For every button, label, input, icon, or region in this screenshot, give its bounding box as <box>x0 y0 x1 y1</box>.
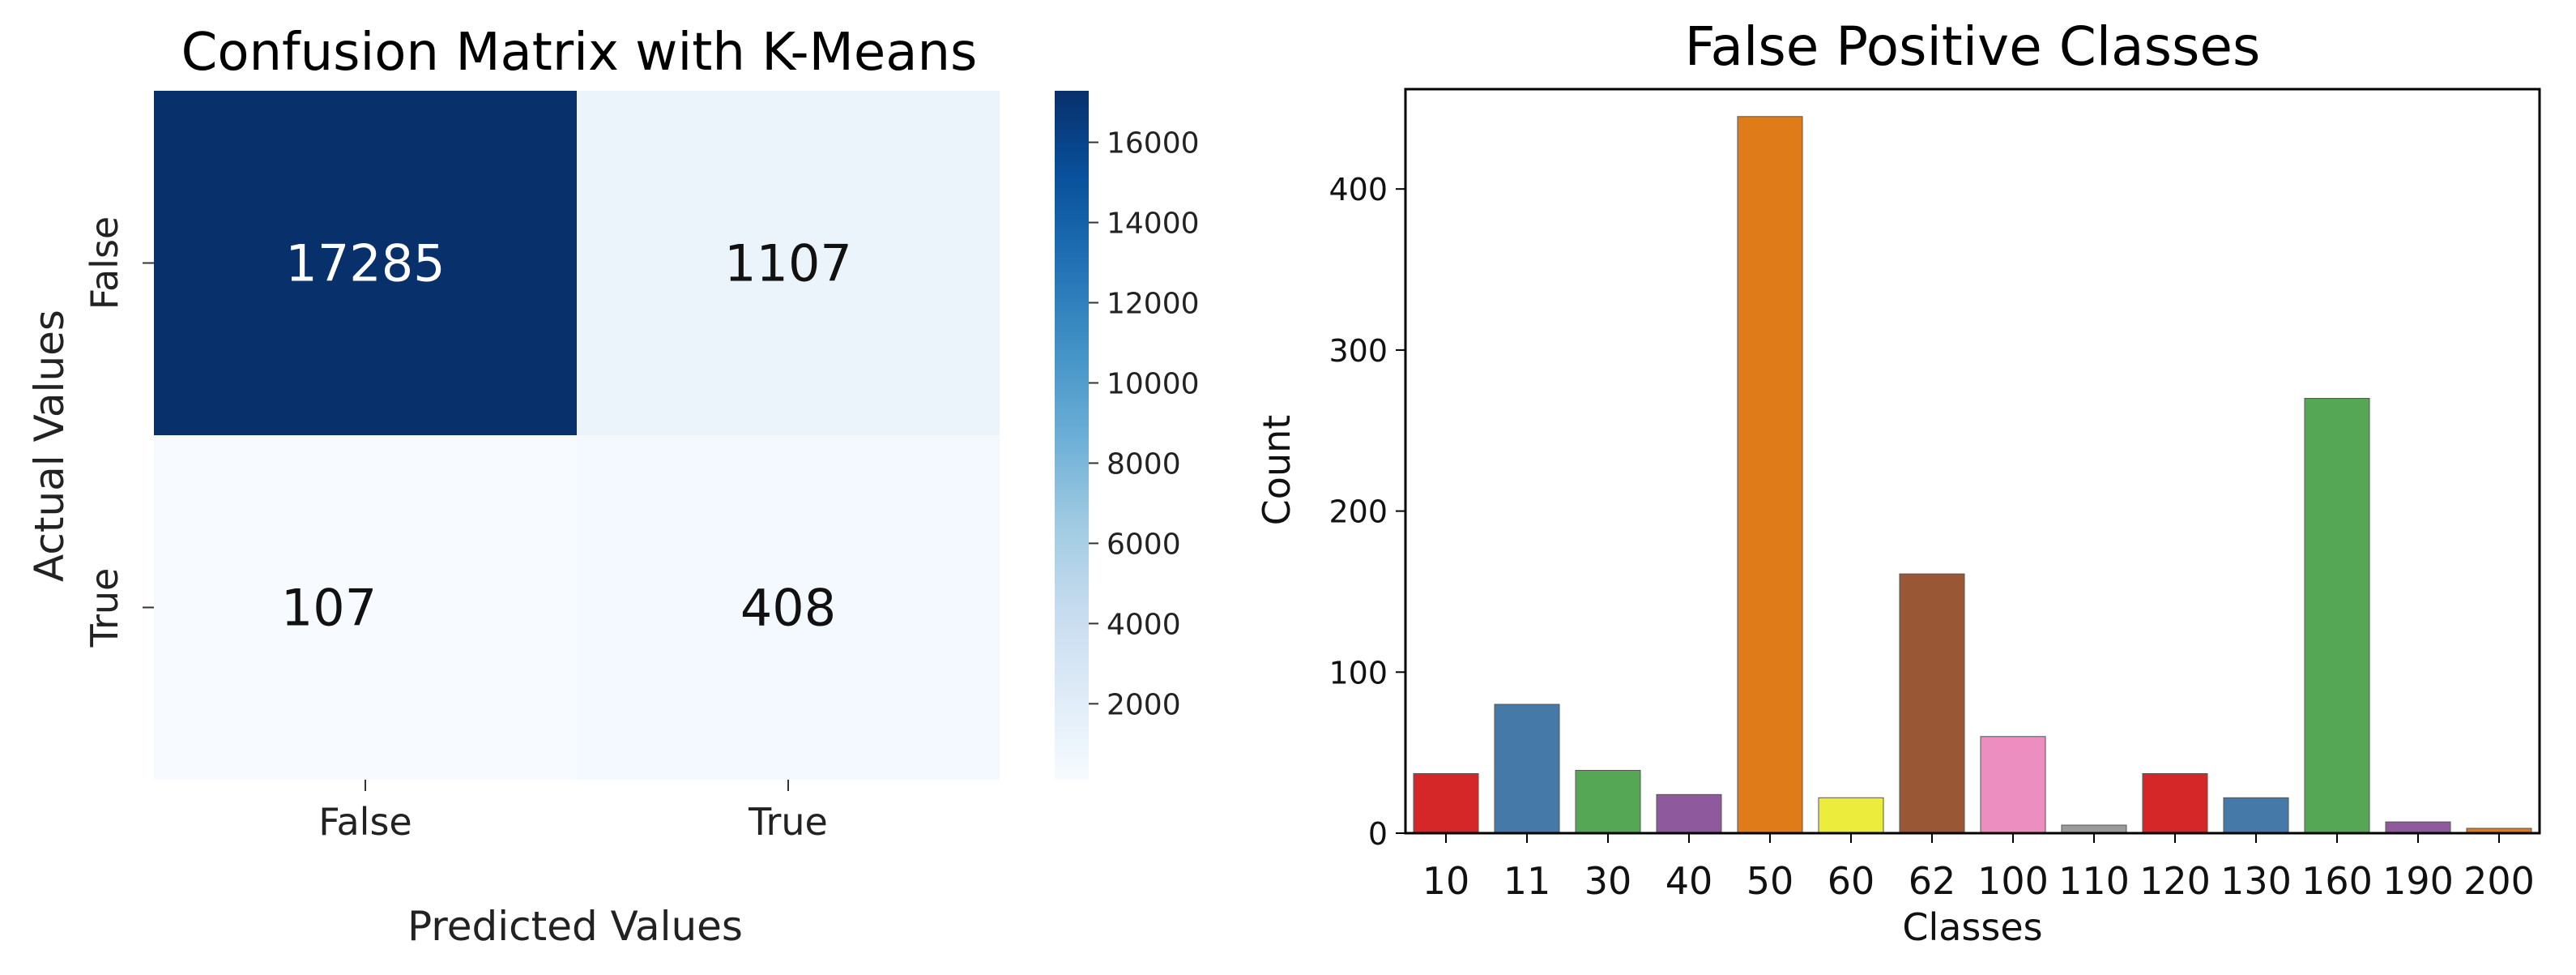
bar <box>1575 770 1641 834</box>
bar-x-tick-label: 130 <box>2220 859 2292 903</box>
heatmap-x-ticks: False True <box>318 780 828 844</box>
colorbar-ticks: 2000 4000 6000 8000 10000 12000 14000 16000 <box>1089 127 1200 721</box>
heatmap-cell <box>154 435 577 780</box>
bar-x-tick-label: 110 <box>2058 859 2130 903</box>
heatmap-cell-label: 17285 <box>285 234 445 293</box>
bars <box>1413 116 2532 834</box>
bar-y-tick-label: 200 <box>1329 494 1388 530</box>
colorbar-tick-label: 16000 <box>1107 127 1200 160</box>
colorbar <box>1055 91 1089 780</box>
heatmap-cell <box>154 91 577 435</box>
heatmap-cells <box>154 91 1000 780</box>
confusion-matrix-chart: Confusion Matrix with K-Means 17285 11071… <box>26 23 1200 950</box>
bar-x-tick-label: 40 <box>1665 859 1713 903</box>
colorbar-tick-label: 10000 <box>1107 367 1200 400</box>
colorbar-tick-label: 12000 <box>1107 288 1200 321</box>
bar-chart-title: False Positive Classes <box>1685 15 2261 78</box>
bar-x-tick-label: 100 <box>1977 859 2049 903</box>
bar-x-tick-label: 120 <box>2139 859 2211 903</box>
heatmap-y-tick-label: False <box>83 216 126 310</box>
bar-x-tick-label: 30 <box>1584 859 1632 903</box>
bar <box>1818 797 1884 834</box>
bar-x-tick-label: 62 <box>1909 859 1956 903</box>
bar-x-tick-label: 50 <box>1746 859 1794 903</box>
heatmap-x-tick-label: False <box>318 800 412 844</box>
bar <box>2304 398 2370 834</box>
colorbar-tick-label: 4000 <box>1107 608 1181 641</box>
bar <box>2223 797 2289 834</box>
heatmap-x-tick-label: True <box>748 800 828 844</box>
bar-y-tick-label: 300 <box>1329 333 1388 369</box>
heatmap-title: Confusion Matrix with K-Means <box>181 23 978 83</box>
bar <box>1899 573 1965 834</box>
bar-x-tick-label: 190 <box>2382 859 2454 903</box>
bar-x-tick-label: 200 <box>2463 859 2535 903</box>
bar <box>1413 772 1479 834</box>
bar-y-tick-label: 100 <box>1329 655 1388 691</box>
heatmap-cell-label: 107 <box>281 579 377 638</box>
heatmap-y-tick-label: True <box>83 568 126 648</box>
bar-y-tick-label: 400 <box>1329 172 1388 207</box>
bar <box>1737 116 1803 834</box>
heatmap-cell <box>577 91 1000 435</box>
plot-frame <box>1404 88 2541 835</box>
bar-x-axis-label: Classes <box>1902 905 2042 949</box>
bar <box>1494 703 1560 834</box>
heatmap-cell <box>577 435 1000 780</box>
colorbar-tick-label: 2000 <box>1107 688 1181 721</box>
bar-x-tick-label: 160 <box>2301 859 2373 903</box>
bar-y-ticks: 0 100 200 300 400 <box>1329 172 1405 852</box>
colorbar-tick-label: 8000 <box>1107 447 1181 481</box>
heatmap-cell-label: 408 <box>740 579 836 638</box>
heatmap-x-axis-label: Predicted Values <box>407 903 743 950</box>
bar <box>2385 821 2451 834</box>
bar-y-axis-label: Count <box>1255 415 1299 526</box>
heatmap-y-axis-label: Actual Values <box>26 310 73 582</box>
heatmap-y-ticks: False True <box>83 216 154 648</box>
bar <box>1656 793 1722 834</box>
bar-x-tick-label: 11 <box>1503 859 1551 903</box>
heatmap-cell-label: 1107 <box>724 234 852 293</box>
bar <box>1980 736 2046 834</box>
colorbar-tick-label: 14000 <box>1107 207 1200 241</box>
heatmap-cell-labels: 17285 1107 107 408 <box>281 234 852 638</box>
bar-x-tick-label: 10 <box>1422 859 1470 903</box>
bar <box>2142 772 2208 834</box>
bar-x-tick-label: 60 <box>1828 859 1875 903</box>
bar-x-ticks: 10 11 30 40 50 60 62 100 110 120 130 160 190 200 <box>1422 833 2535 903</box>
colorbar-tick-label: 6000 <box>1107 528 1181 561</box>
bar-y-tick-label: 0 <box>1368 816 1388 852</box>
